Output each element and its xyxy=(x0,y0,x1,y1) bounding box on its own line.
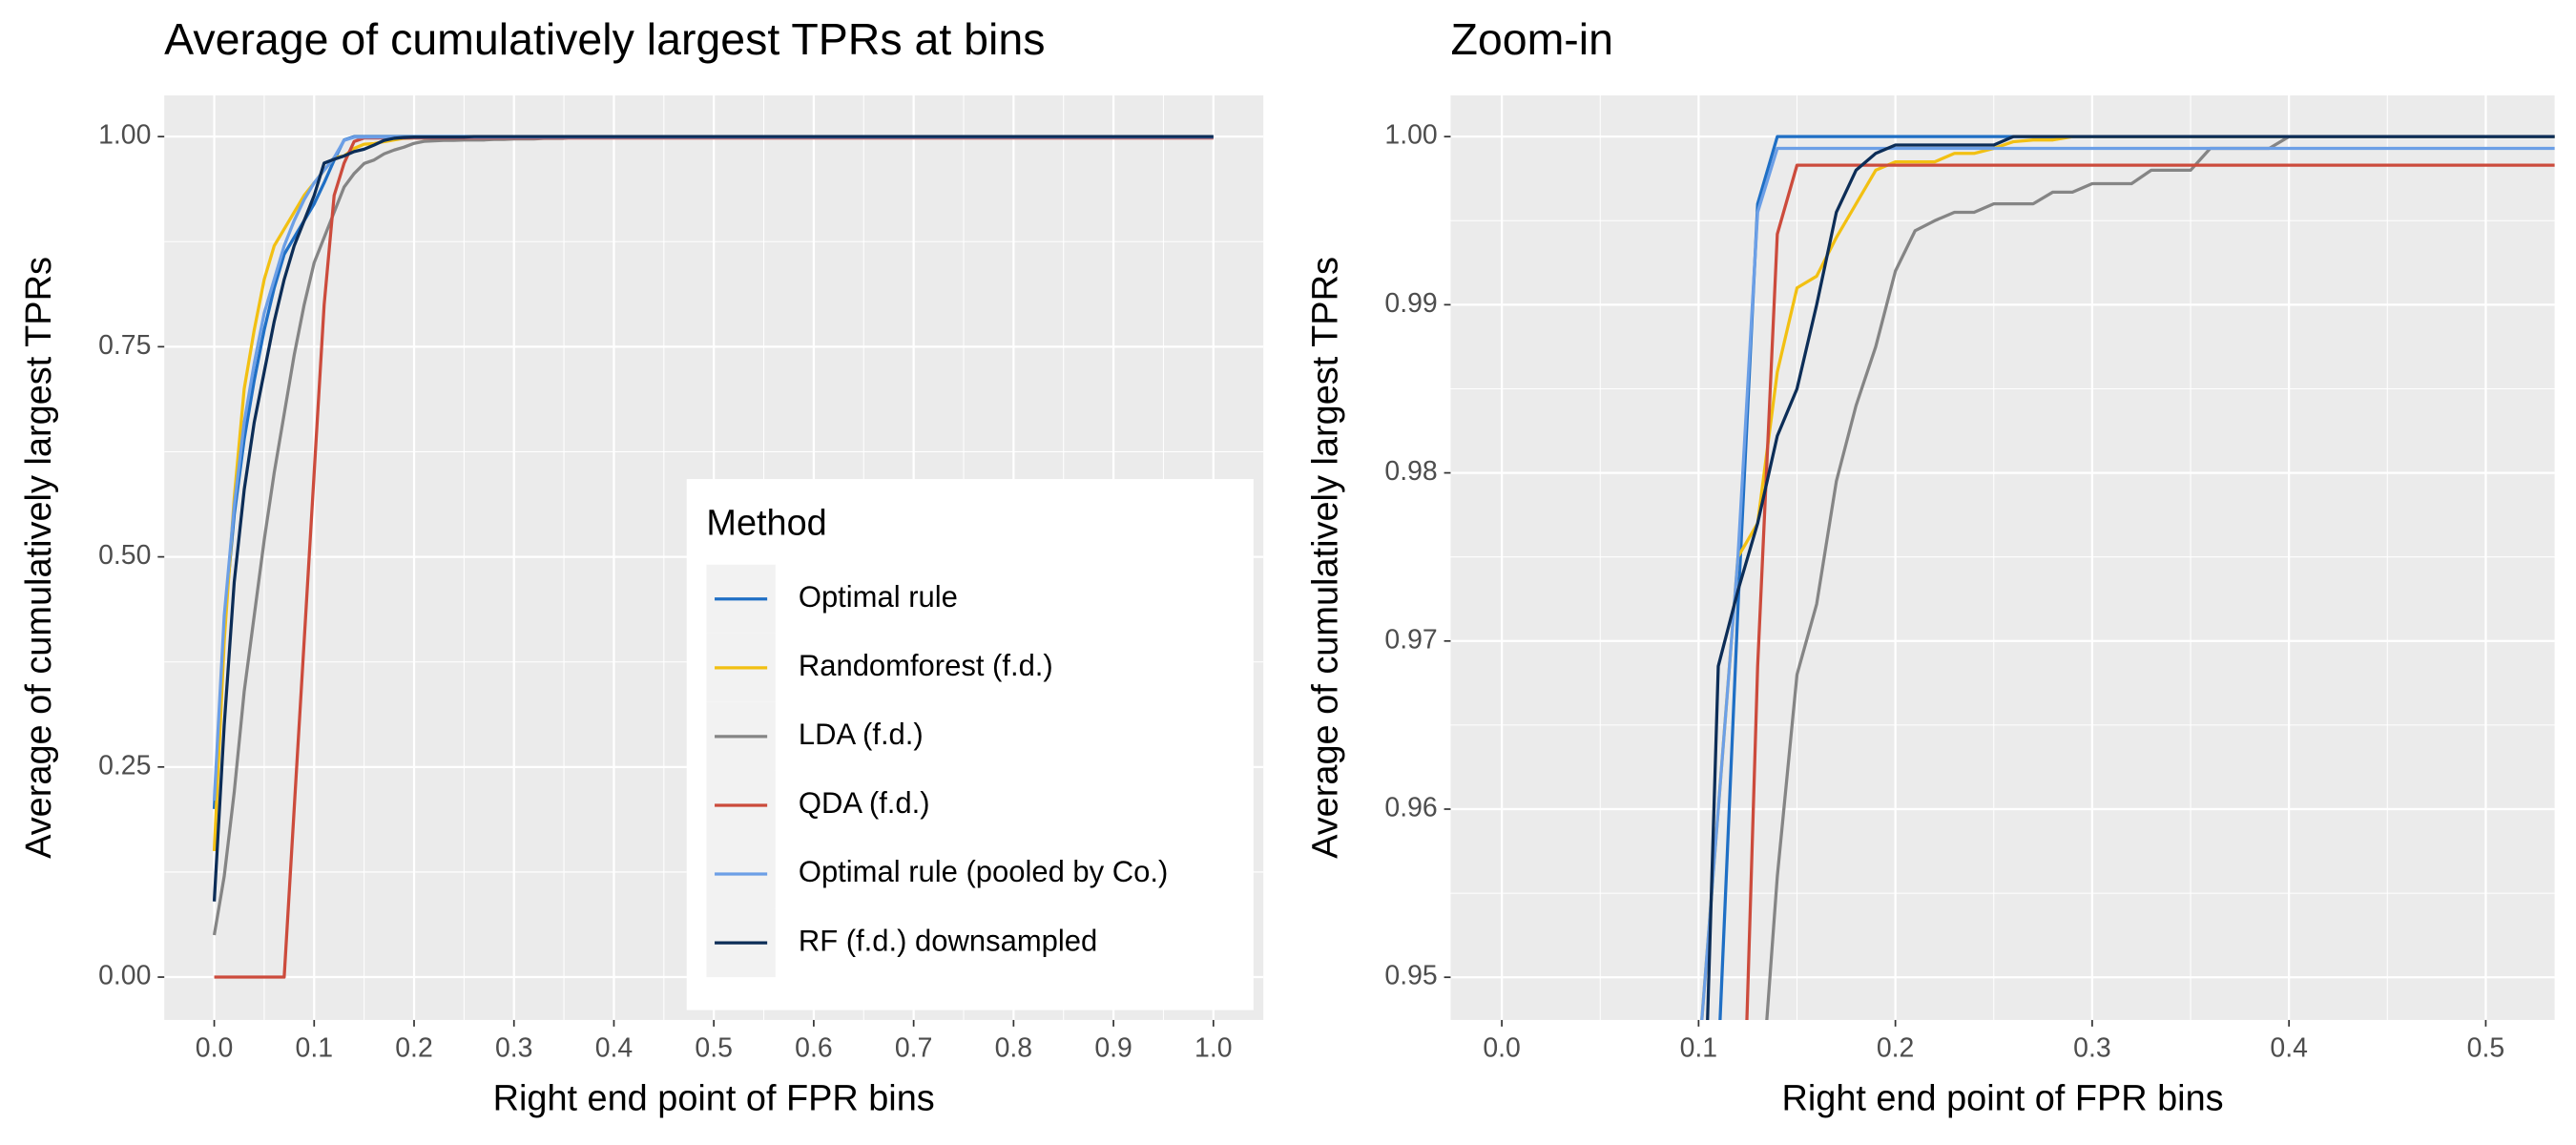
y-tick-label: 0.95 xyxy=(1384,961,1437,991)
x-tick-label: 0.5 xyxy=(695,1033,732,1064)
x-tick-label: 0.4 xyxy=(2270,1033,2307,1064)
x-tick-label: 0.3 xyxy=(495,1033,532,1064)
y-tick-label: 1.00 xyxy=(1384,120,1437,151)
y-tick-label: 0.96 xyxy=(1384,793,1437,823)
series-group xyxy=(1700,135,2555,1020)
x-tick-label: 0.9 xyxy=(1094,1033,1132,1064)
x-axis-title: Right end point of FPR bins xyxy=(493,1078,935,1118)
x-tick-label: 0.1 xyxy=(296,1033,333,1064)
x-tick-label: 0.4 xyxy=(595,1033,633,1064)
chart-title: Zoom-in xyxy=(1450,14,1613,64)
series-group xyxy=(212,135,1214,979)
series-line xyxy=(212,135,1214,902)
chart-title: Average of cumulatively largest TPRs at … xyxy=(164,14,1045,64)
series-line xyxy=(1745,163,2555,1020)
y-tick-label: 0.97 xyxy=(1384,624,1437,655)
legend-label: LDA (f.d.) xyxy=(799,718,924,751)
x-tick-label: 0.1 xyxy=(1680,1033,1717,1064)
x-tick-label: 0.2 xyxy=(395,1033,432,1064)
x-axis-title: Right end point of FPR bins xyxy=(1782,1078,2224,1118)
y-tick-label: 0.99 xyxy=(1384,288,1437,319)
y-axis-title: Average of cumulatively largest TPRs xyxy=(19,257,59,859)
y-tick-label: 0.00 xyxy=(98,961,151,991)
legend-title: Method xyxy=(706,503,826,543)
y-axis-title: Average of cumulatively largest TPRs xyxy=(1305,257,1345,859)
x-tick-label: 0.7 xyxy=(895,1033,932,1064)
x-tick-label: 0.0 xyxy=(196,1033,233,1064)
x-tick-label: 0.2 xyxy=(1877,1033,1914,1064)
x-tick-label: 1.0 xyxy=(1195,1033,1232,1064)
x-tick-label: 0.8 xyxy=(995,1033,1032,1064)
plot-panel xyxy=(1450,95,2555,1020)
x-tick-label: 0.6 xyxy=(795,1033,832,1064)
legend-label: QDA (f.d.) xyxy=(799,786,930,820)
x-tick-label: 0.5 xyxy=(2467,1033,2504,1064)
series-line xyxy=(1706,135,2555,1020)
y-tick-label: 0.75 xyxy=(98,330,151,361)
series-line xyxy=(1765,135,2555,1020)
y-tick-label: 0.25 xyxy=(98,750,151,781)
legend-label: Optimal rule xyxy=(799,580,958,614)
y-tick-label: 0.98 xyxy=(1384,456,1437,487)
series-line xyxy=(1700,146,2555,1020)
legend-label: RF (f.d.) downsampled xyxy=(799,924,1097,957)
x-tick-label: 0.3 xyxy=(2073,1033,2110,1064)
legend-label: Optimal rule (pooled by Co.) xyxy=(799,855,1168,888)
y-tick-label: 0.50 xyxy=(98,540,151,571)
y-tick-label: 1.00 xyxy=(98,120,151,151)
x-tick-label: 0.0 xyxy=(1483,1033,1520,1064)
legend-box xyxy=(686,479,1254,1010)
legend-label: Randomforest (f.d.) xyxy=(799,649,1053,682)
